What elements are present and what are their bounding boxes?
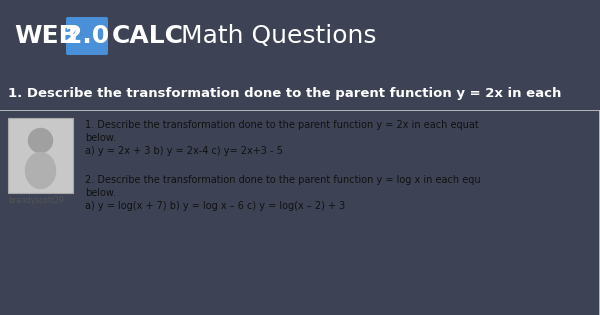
Text: below.: below.: [85, 188, 116, 198]
Text: 2. Describe the transformation done to the parent function y = log x in each equ: 2. Describe the transformation done to t…: [85, 175, 481, 185]
Text: brandyscott29: brandyscott29: [8, 196, 64, 205]
Text: Math Questions: Math Questions: [181, 24, 377, 48]
Text: WEB: WEB: [14, 24, 77, 48]
Text: below.: below.: [85, 133, 116, 143]
FancyBboxPatch shape: [66, 17, 108, 55]
Text: a) y = 2x + 3 b) y = 2x-4 c) y= 2x+3 - 5: a) y = 2x + 3 b) y = 2x-4 c) y= 2x+3 - 5: [85, 146, 283, 156]
Circle shape: [29, 129, 53, 152]
FancyBboxPatch shape: [8, 118, 73, 193]
Text: 1. Describe the transformation done to the parent function y = 2x in each: 1. Describe the transformation done to t…: [8, 87, 562, 100]
Text: CALC: CALC: [112, 24, 184, 48]
Text: 2.0: 2.0: [65, 24, 109, 48]
Text: 1. Describe the transformation done to the parent function y = 2x in each equat: 1. Describe the transformation done to t…: [85, 120, 479, 130]
Ellipse shape: [25, 152, 56, 188]
Text: a) y = log(x + 7) b) y = log x – 6 c) y = log(x – 2) + 3: a) y = log(x + 7) b) y = log x – 6 c) y …: [85, 201, 345, 211]
